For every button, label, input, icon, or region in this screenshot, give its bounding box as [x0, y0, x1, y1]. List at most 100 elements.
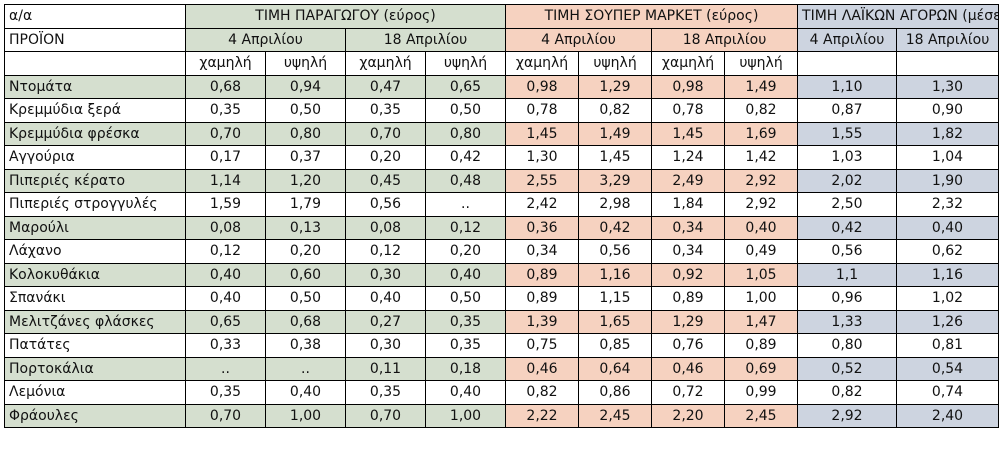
price-cell: 0,98 [505, 74, 580, 99]
table-row: Κρεμμύδια ξερά 0,35 0,50 0,35 0,50 0,78 0,82 0,… [4, 98, 1000, 123]
price-cell: 0,50 [424, 286, 507, 311]
group-supermarket-price: ΤΙΜΗ ΣΟΥΠΕΡ ΜΑΡΚΕΤ (εύρος) [505, 4, 799, 29]
product-name: Μαρούλι [4, 215, 186, 240]
price-cell: 3,29 [578, 168, 653, 193]
price-cell: 0,80 [424, 121, 507, 146]
price-cell: 0,40 [185, 262, 266, 287]
price-cell: 0,85 [578, 333, 653, 358]
producer-d2-high-header: υψηλή [424, 51, 507, 76]
price-cell: 0,11 [345, 356, 426, 381]
producer-d2-low-header: χαμηλή [345, 51, 426, 76]
empty-cell [4, 51, 186, 76]
producer-d1-high-header: υψηλή [265, 51, 346, 76]
product-name: Κρεμμύδια φρέσκα [4, 121, 186, 146]
price-cell: 0,82 [578, 98, 653, 123]
price-cell: 1,20 [265, 168, 346, 193]
table-row: Μελιτζάνες φλάσκες 0,65 0,68 0,27 0,35 1,39 1,… [4, 309, 1000, 334]
price-cell: 0,20 [265, 239, 346, 264]
product-name: Ντομάτα [4, 74, 186, 99]
price-cell: 0,75 [505, 333, 580, 358]
price-cell: 0,82 [724, 98, 799, 123]
price-cell: 0,34 [651, 239, 726, 264]
price-cell: 0,80 [265, 121, 346, 146]
price-cell: 1,30 [505, 145, 580, 170]
product-name: Πιπεριές στρογγυλές [4, 192, 186, 217]
price-cell: 1,29 [651, 309, 726, 334]
price-cell: 0,56 [797, 239, 898, 264]
price-cell: 1,26 [896, 309, 1000, 334]
price-cell: 1,10 [797, 74, 898, 99]
price-cell: 2,49 [651, 168, 726, 193]
table-body: Ντομάτα 0,68 0,94 0,47 0,65 0,98 1,29 0,98 1,49 1… [4, 74, 1000, 428]
price-cell: 1,05 [724, 262, 799, 287]
price-cell: 2,02 [797, 168, 898, 193]
price-cell: 0,35 [424, 309, 507, 334]
price-cell: 1,47 [724, 309, 799, 334]
supermarket-d2-high-header: υψηλή [724, 51, 799, 76]
price-cell: 0,30 [345, 333, 426, 358]
price-cell: 1,29 [578, 74, 653, 99]
price-cell: 1,69 [724, 121, 799, 146]
price-cell: 0,94 [265, 74, 346, 99]
price-cell: 1,55 [797, 121, 898, 146]
price-cell: 0,20 [345, 145, 426, 170]
price-cell: 0,42 [578, 215, 653, 240]
price-cell: 1,82 [896, 121, 1000, 146]
price-cell: 0,89 [651, 286, 726, 311]
price-cell: 0,36 [505, 215, 580, 240]
product-name: Λεμόνια [4, 380, 186, 405]
price-cell: 2,40 [896, 403, 1000, 428]
price-cell: 1,24 [651, 145, 726, 170]
producer-d1-low-header: χαμηλή [185, 51, 266, 76]
price-cell: 0,62 [896, 239, 1000, 264]
price-cell: 2,45 [724, 403, 799, 428]
price-cell: 0,96 [797, 286, 898, 311]
price-cell: 0,40 [185, 286, 266, 311]
price-cell: 1,15 [578, 286, 653, 311]
price-cell: 1,00 [424, 403, 507, 428]
price-cell: 1,14 [185, 168, 266, 193]
price-cell: 1,00 [724, 286, 799, 311]
price-cell: 0,34 [505, 239, 580, 264]
price-cell: 1,30 [896, 74, 1000, 99]
price-cell: 0,40 [896, 215, 1000, 240]
price-cell: 2,92 [724, 192, 799, 217]
group-producer-price: ΤΙΜΗ ΠΑΡΑΓΩΓΟΥ (εύρος) [184, 4, 507, 29]
price-cell: 1,1 [797, 262, 898, 287]
price-cell: 0,82 [505, 380, 580, 405]
empty-cell [896, 51, 1000, 76]
price-cell: 1,16 [578, 262, 653, 287]
price-cell: 1,59 [185, 192, 266, 217]
price-cell: 0,70 [345, 403, 426, 428]
price-cell: 0,65 [185, 309, 266, 334]
price-cell: 1,79 [265, 192, 346, 217]
price-cell: 0,27 [345, 309, 426, 334]
supermarket-d2-low-header: χαμηλή [651, 51, 726, 76]
price-cell: 0,70 [345, 121, 426, 146]
price-cell: 0,20 [424, 239, 507, 264]
price-cell: 1,16 [896, 262, 1000, 287]
table-row: Πατάτες 0,33 0,38 0,30 0,35 0,75 0,85 0,76 0,89 0… [4, 333, 1000, 358]
price-cell: 1,49 [578, 121, 653, 146]
price-cell: 0,47 [345, 74, 426, 99]
price-cell: 0,78 [651, 98, 726, 123]
product-name: Κρεμμύδια ξερά [4, 98, 186, 123]
price-cell: 0,45 [345, 168, 426, 193]
corner-product: ΠΡΟΪΟΝ [4, 27, 186, 52]
price-cell: 1,65 [578, 309, 653, 334]
price-cell: 0,46 [651, 356, 726, 381]
supermarket-date-2: 18 Απριλίου [651, 27, 799, 52]
supermarket-d1-low-header: χαμηλή [505, 51, 580, 76]
price-cell: 0,08 [185, 215, 266, 240]
price-cell: 2,45 [578, 403, 653, 428]
price-cell: 1,84 [651, 192, 726, 217]
price-cell: 0,80 [797, 333, 898, 358]
price-cell: 0,08 [345, 215, 426, 240]
price-cell: 0,89 [505, 286, 580, 311]
header-row-lowhigh: χαμηλή υψηλή χαμηλή υψηλή χαμηλή υψηλή χ… [4, 51, 1000, 76]
price-cell: 0,35 [185, 380, 266, 405]
price-cell: 0,90 [896, 98, 1000, 123]
price-cell: 0,46 [505, 356, 580, 381]
price-cell: 0,18 [424, 356, 507, 381]
table-row: Κολοκυθάκια 0,40 0,60 0,30 0,40 0,89 1,16 0,92 1… [4, 262, 1000, 287]
